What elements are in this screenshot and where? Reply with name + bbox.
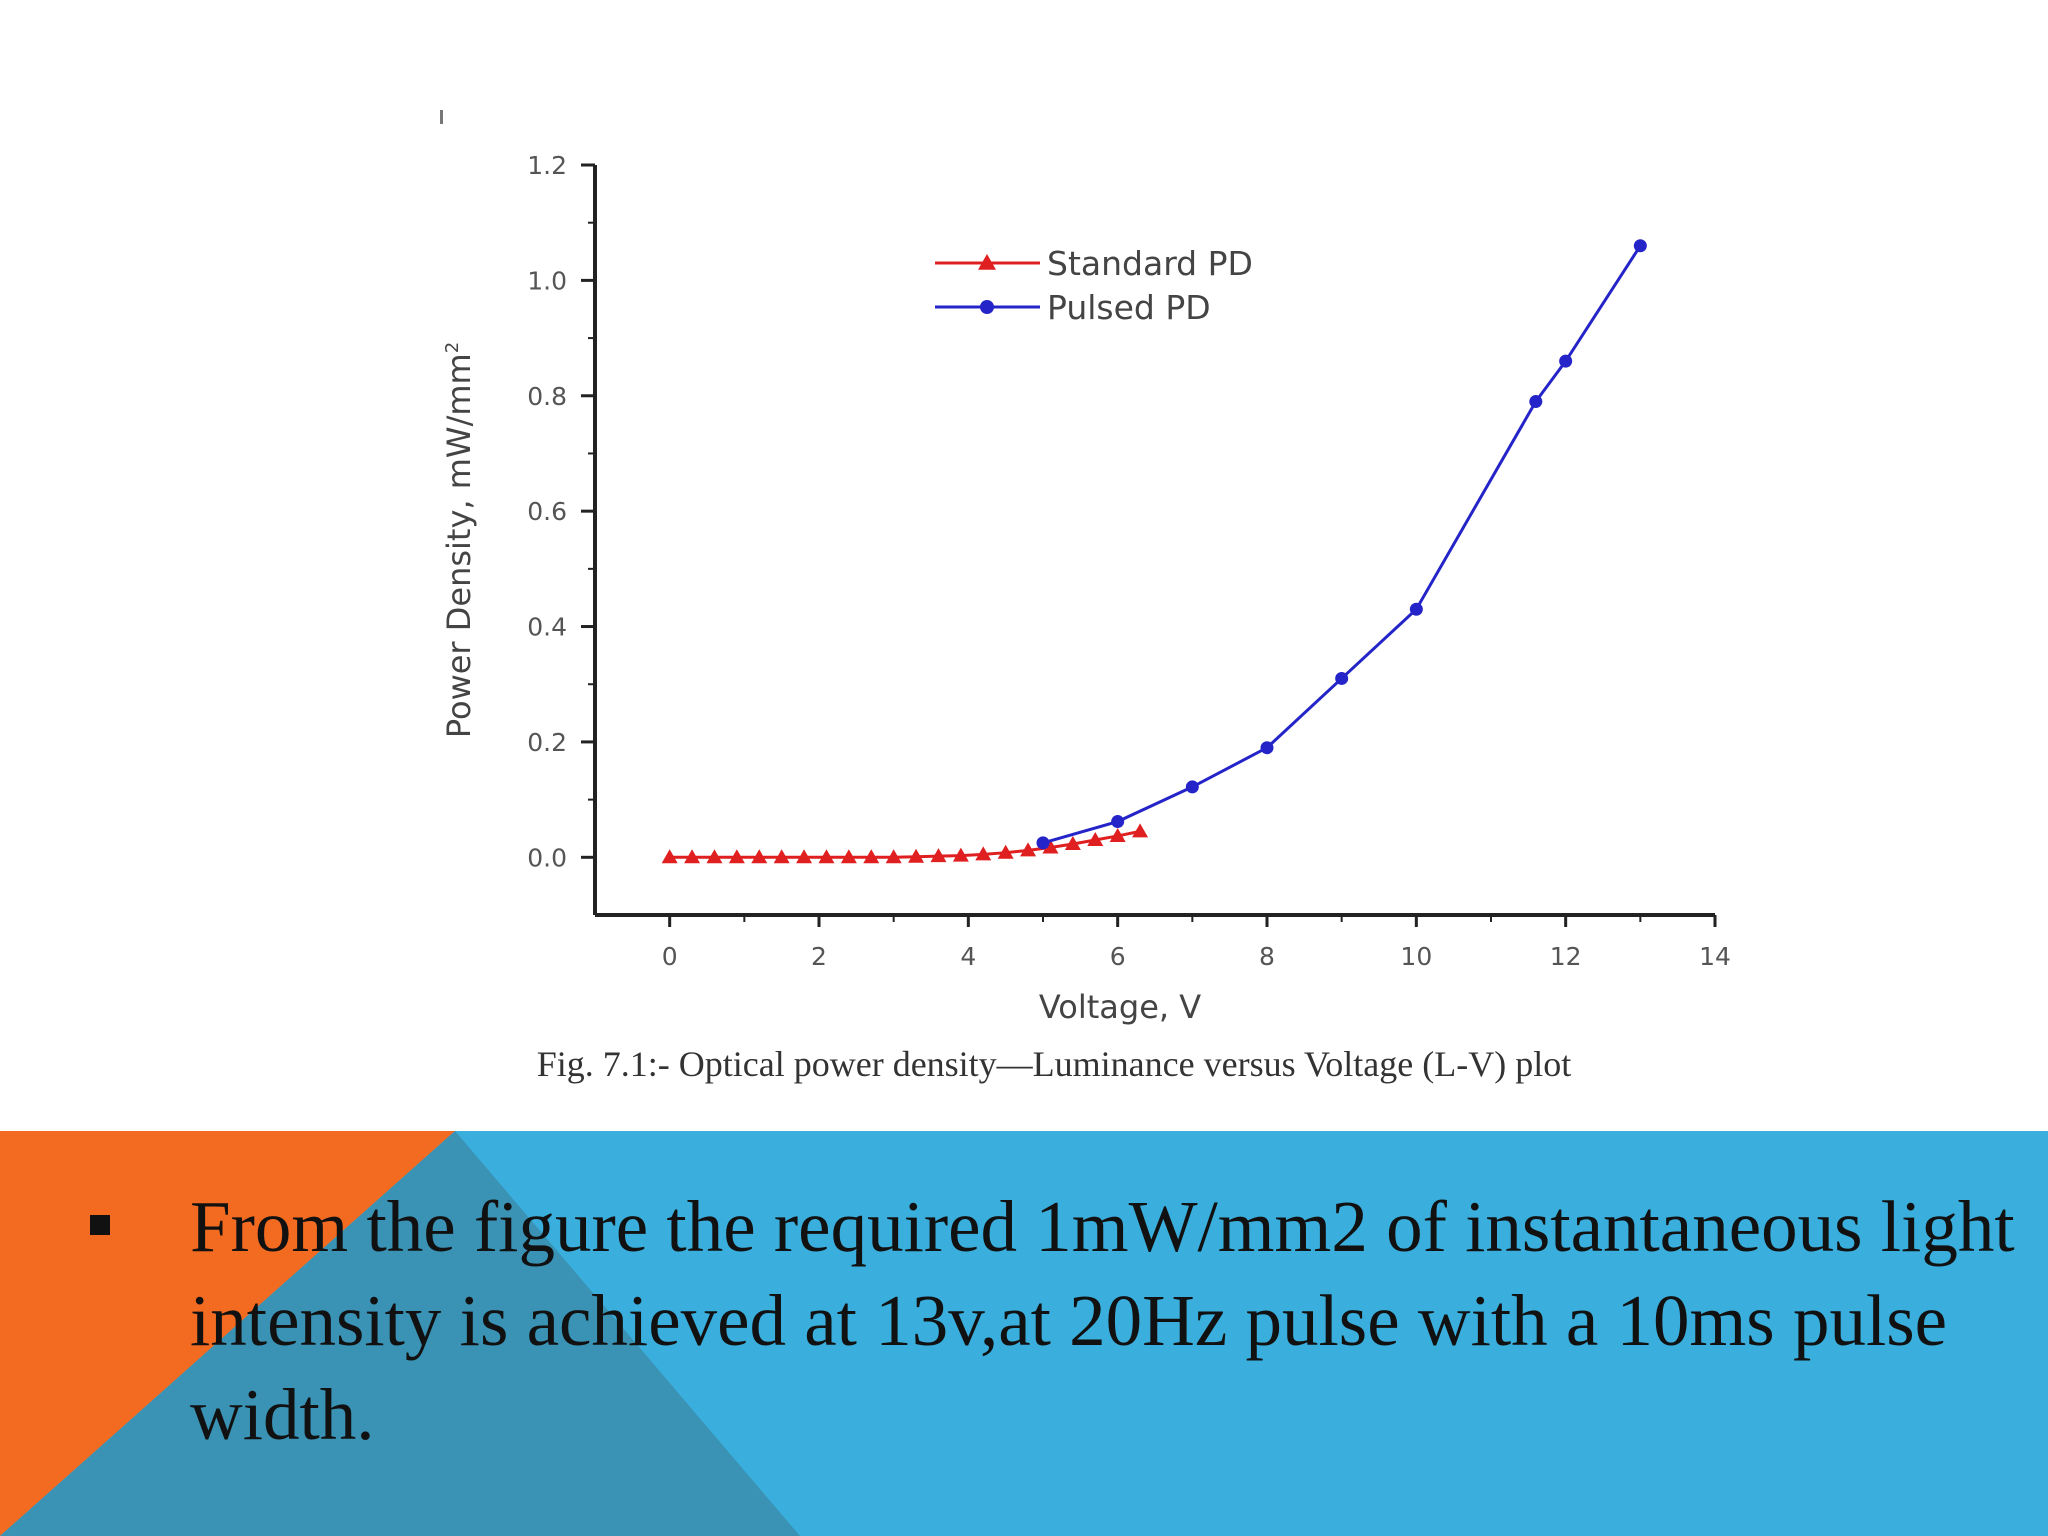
data-point-standard xyxy=(1132,823,1149,838)
data-point-standard xyxy=(975,846,992,861)
chart-axes xyxy=(593,165,1715,917)
stray-mark xyxy=(440,110,443,124)
y-tick-label: 0.4 xyxy=(527,613,567,642)
x-tick-label: 6 xyxy=(1110,942,1126,971)
data-point-standard xyxy=(1042,839,1059,854)
data-point-standard xyxy=(1109,827,1126,842)
data-point-pulsed xyxy=(1335,671,1349,685)
data-point-standard xyxy=(997,844,1014,859)
legend-marker-shape xyxy=(978,254,996,270)
data-point-standard xyxy=(1020,842,1037,857)
data-point-standard xyxy=(952,847,969,862)
y-axis-title-main: Power Density, mW/mm xyxy=(440,353,478,738)
footer-dark-blue-shape xyxy=(0,1131,800,1536)
data-point-standard xyxy=(728,849,745,864)
x-tick-label: 8 xyxy=(1259,942,1275,971)
data-point-pulsed xyxy=(1633,239,1647,253)
x-tick-label: 12 xyxy=(1550,942,1582,971)
y-tick-label: 0.6 xyxy=(527,497,567,526)
x-tick-label: 4 xyxy=(960,942,976,971)
data-point-pulsed xyxy=(1409,602,1423,616)
bullet-text: From the figure the required 1mW/mm2 of … xyxy=(190,1186,2015,1455)
data-point-pulsed xyxy=(1260,741,1274,755)
x-tick-label: 0 xyxy=(662,942,678,971)
legend-standard-label: Standard PD xyxy=(1047,244,1253,283)
footer-decoration xyxy=(0,1131,800,1536)
data-point-standard xyxy=(706,849,723,864)
y-tick-label: 1.0 xyxy=(527,266,567,295)
y-tick-label: 0.8 xyxy=(527,382,567,411)
data-point-standard xyxy=(930,848,947,863)
legend-marker-shape xyxy=(980,300,994,314)
legend-pulsed-label: Pulsed PD xyxy=(1047,288,1211,327)
data-point-standard xyxy=(661,849,678,864)
data-point-standard xyxy=(684,849,701,864)
data-point-standard xyxy=(885,849,902,864)
data-point-pulsed xyxy=(1185,780,1199,794)
legend: Standard PD Pulsed PD xyxy=(935,244,1253,327)
data-point-pulsed xyxy=(1529,395,1543,409)
data-point-standard xyxy=(863,849,880,864)
legend-standard-marker xyxy=(978,254,996,270)
x-tick-label: 10 xyxy=(1400,942,1432,971)
legend-pulsed-marker xyxy=(980,300,994,314)
data-point-standard xyxy=(796,849,813,864)
footer-band xyxy=(0,1131,2048,1536)
series-line-standard xyxy=(669,829,1141,859)
data-point-standard xyxy=(773,849,790,864)
data-point-standard xyxy=(751,849,768,864)
data-point-standard xyxy=(908,848,925,863)
data-point-standard xyxy=(1087,832,1104,846)
data-point-pulsed xyxy=(1036,836,1050,850)
bullet-item: From the figure the required 1mW/mm2 of … xyxy=(90,1180,2030,1462)
data-point-pulsed xyxy=(1111,815,1125,829)
bullet-square-icon xyxy=(90,1215,110,1235)
x-tick-label: 2 xyxy=(811,942,827,971)
x-tick-label: 14 xyxy=(1699,942,1731,971)
chart-ticks: 0.0 0.2 0.4 0.6 0.8 1.0 1.2 0 2 4 6 8 10 12 14 xyxy=(527,151,1731,971)
y-tick-label: 0.0 xyxy=(527,843,567,872)
x-axis-title: Voltage, V xyxy=(1039,988,1201,1026)
chart-series xyxy=(661,239,1647,864)
data-point-standard xyxy=(1064,836,1081,851)
y-tick-label: 0.2 xyxy=(527,728,567,757)
series-line-pulsed xyxy=(1042,244,1642,845)
y-tick-label: 1.2 xyxy=(527,151,567,180)
figure-caption: Fig. 7.1:- Optical power density—Luminan… xyxy=(536,1044,1572,1084)
data-point-pulsed xyxy=(1559,354,1573,368)
chart: 0.0 0.2 0.4 0.6 0.8 1.0 1.2 0 2 4 6 8 10 12 14 Voltage… xyxy=(440,151,1731,1026)
y-axis-title-superscript: 2 xyxy=(442,342,463,353)
y-axis-title: Power Density, mW/mm2 xyxy=(440,342,478,738)
data-point-standard xyxy=(840,849,857,864)
data-point-standard xyxy=(818,849,835,864)
